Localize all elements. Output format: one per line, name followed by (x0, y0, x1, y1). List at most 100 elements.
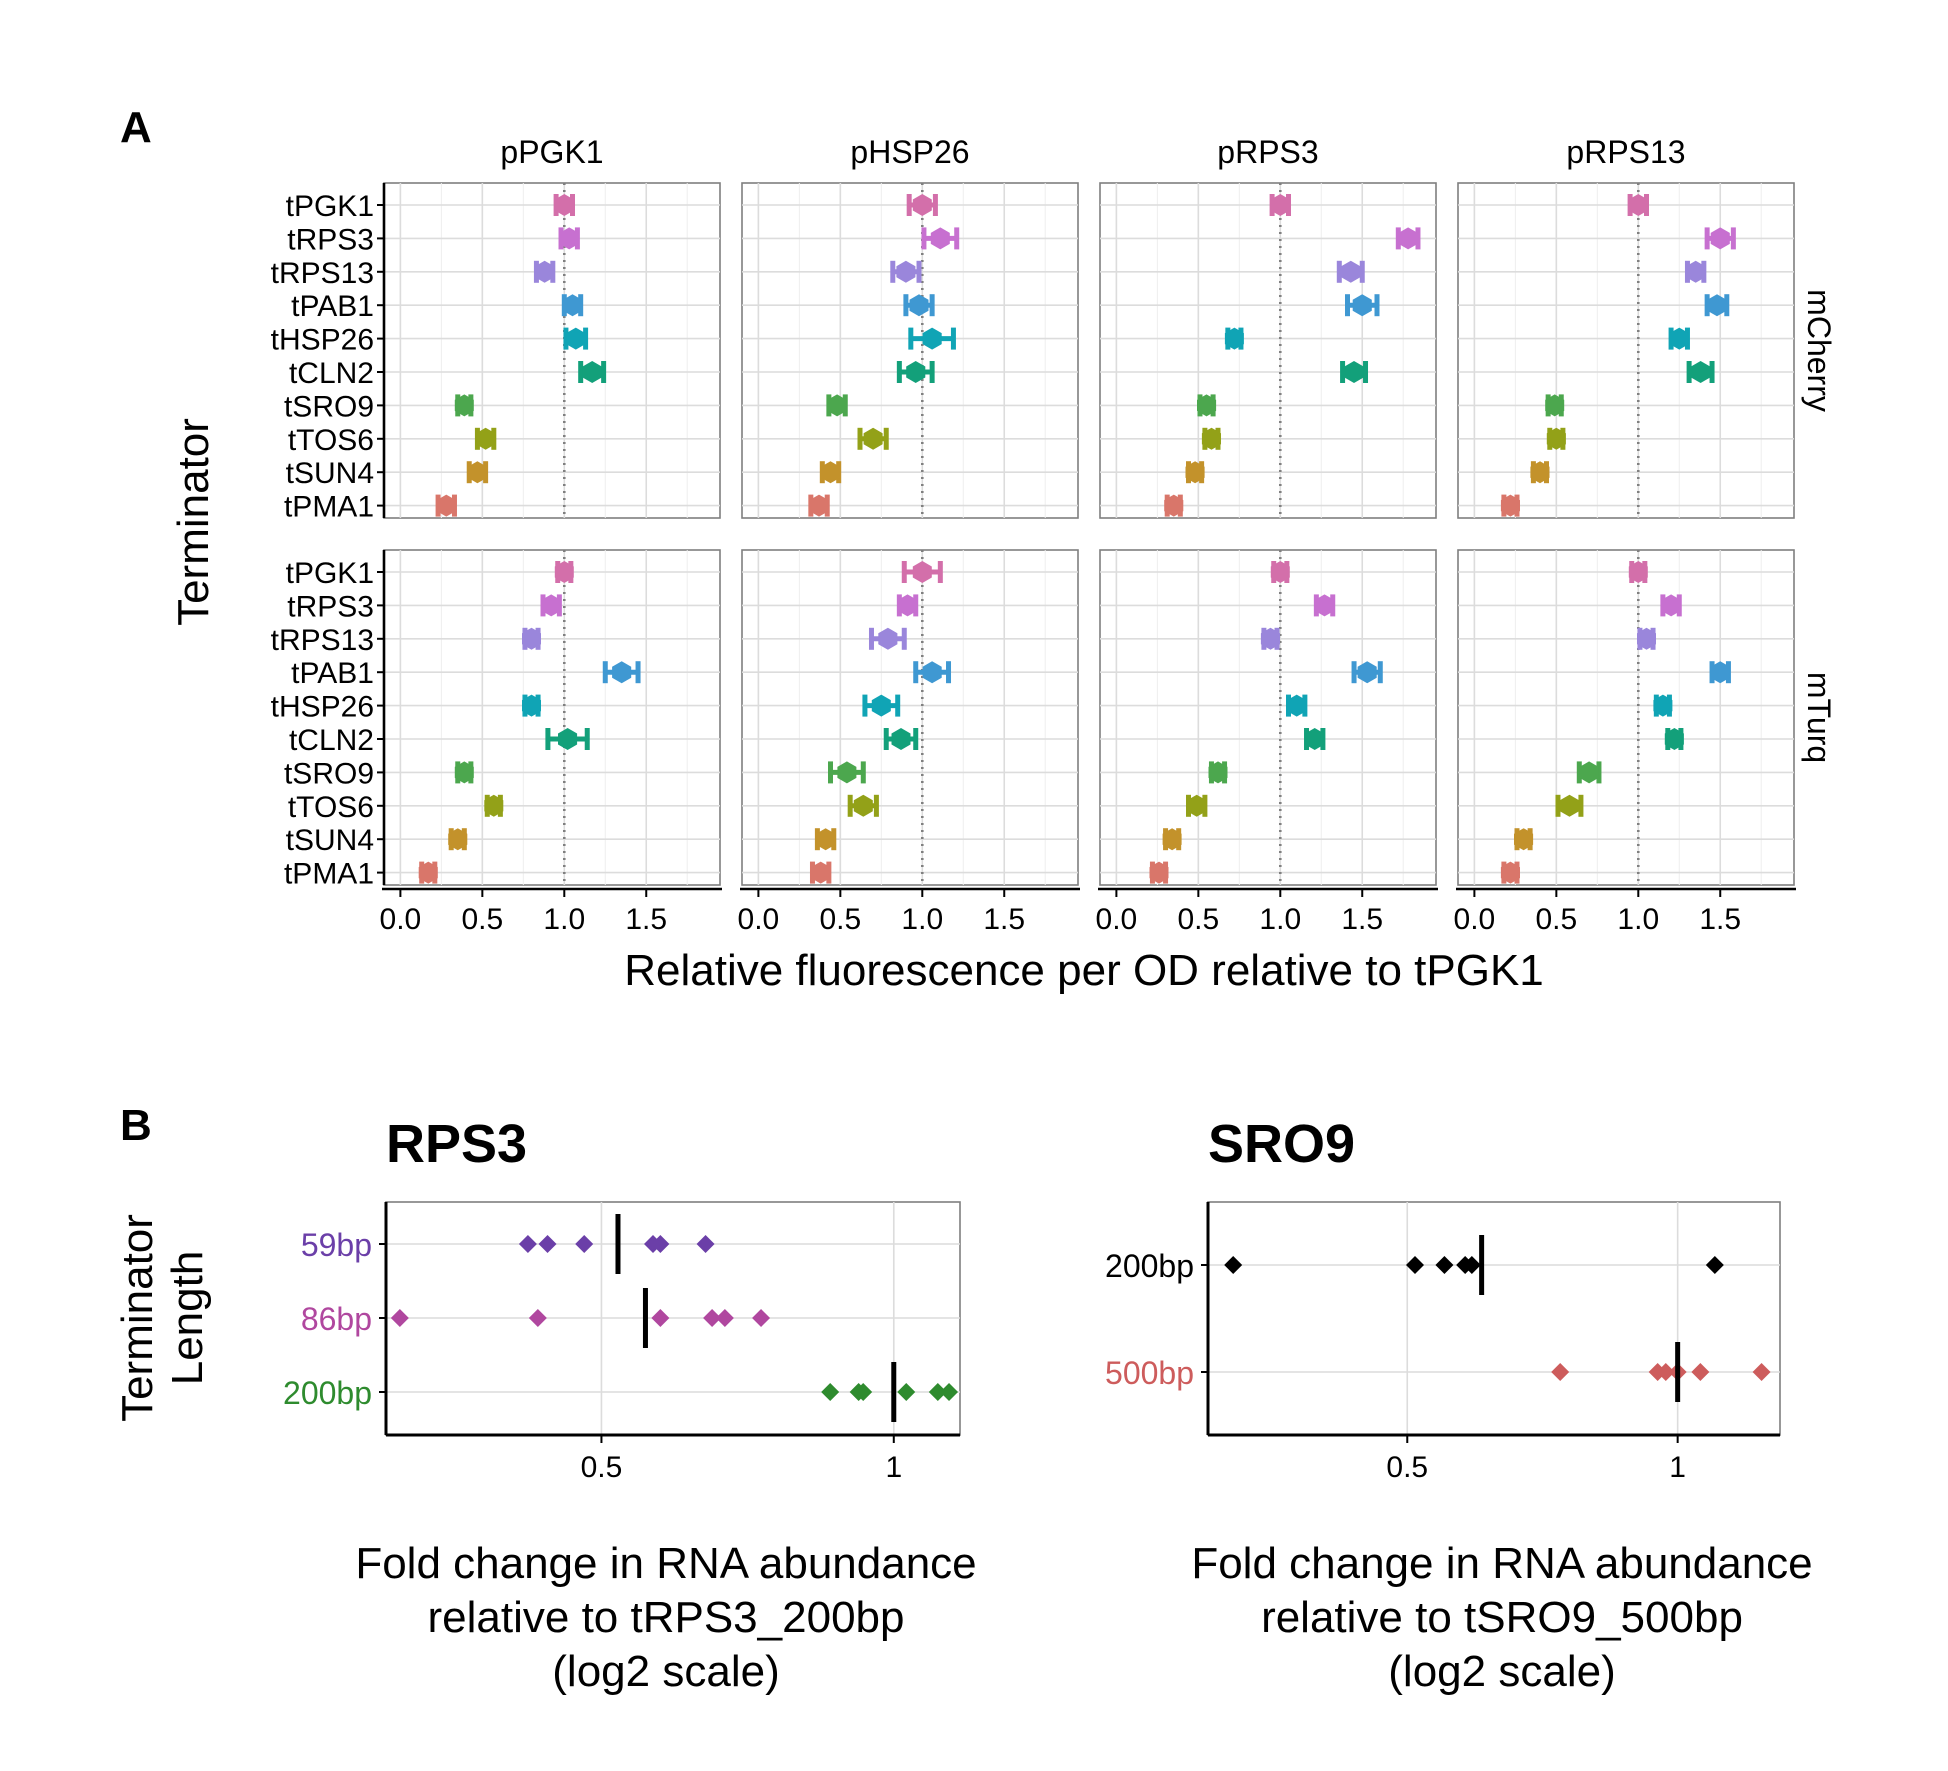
data-point-tTOS6 (863, 427, 883, 450)
data-point-tSRO9 (1197, 394, 1217, 417)
y-tick-label: tCLN2 (289, 724, 374, 757)
data-point-tTOS6 (1559, 794, 1579, 817)
facet-panel-background (1457, 182, 1795, 519)
data-point-tTOS6 (484, 794, 504, 817)
x-tick-label: 1.0 (1259, 903, 1301, 936)
data-point-tCLN2 (1691, 361, 1711, 383)
data-point-tSRO9 (454, 761, 474, 784)
data-point-tPMA1 (1500, 494, 1520, 517)
data-point-tSUN4 (816, 828, 836, 851)
x-tick-label: 0.5 (1177, 903, 1219, 936)
x-tick-label: 0.5 (581, 1451, 623, 1484)
data-point-tPAB1 (909, 294, 929, 317)
panel-a-x-axis-title: Relative fluorescence per OD relative to… (624, 946, 1544, 995)
data-point-tPMA1 (1164, 494, 1184, 517)
data-point-tPGK1 (1270, 194, 1290, 216)
data-point-86bp (651, 1309, 670, 1327)
data-point-tSUN4 (1514, 828, 1534, 851)
data-point-tHSP26 (871, 694, 891, 717)
x-tick-label: 1 (1669, 1451, 1686, 1484)
y-tick-label: tRPS3 (287, 223, 374, 256)
data-point-tPMA1 (436, 494, 456, 517)
data-point-tSRO9 (1208, 761, 1228, 784)
data-point-200bp (854, 1383, 873, 1401)
x-axis-title-line: (log2 scale) (1388, 1647, 1615, 1696)
data-point-tCLN2 (558, 728, 578, 750)
data-point-tRPS13 (1260, 627, 1280, 650)
data-point-tRPS13 (522, 627, 541, 650)
data-point-tTOS6 (853, 794, 873, 817)
facet-row-label: mCherry (1801, 289, 1837, 412)
data-point-86bp (703, 1309, 722, 1327)
x-axis-title-line: relative to tRPS3_200bp (428, 1593, 905, 1642)
x-tick-label: 0.0 (1096, 903, 1138, 936)
data-point-tSUN4 (448, 828, 468, 851)
y-tick-label: 200bp (1105, 1248, 1194, 1284)
data-point-tHSP26 (1224, 327, 1244, 350)
y-tick-label: 200bp (283, 1375, 372, 1411)
data-point-200bp (1462, 1256, 1481, 1274)
facet-row-label: mTurq (1801, 672, 1837, 763)
data-point-tHSP26 (522, 694, 541, 717)
facet-panel-background (741, 182, 1079, 519)
panel-label-b: B (120, 1101, 152, 1150)
data-point-tRPS3 (1661, 594, 1681, 617)
y-tick-label: tPMA1 (284, 858, 374, 891)
data-point-tPMA1 (811, 861, 831, 884)
y-tick-label: tPAB1 (291, 290, 374, 323)
y-tick-label: tSRO9 (284, 757, 374, 790)
data-point-tCLN2 (1344, 361, 1364, 383)
data-point-tSUN4 (467, 461, 487, 484)
data-point-500bp (1752, 1363, 1771, 1381)
data-point-tPAB1 (1357, 661, 1377, 684)
x-tick-label: 0.5 (1386, 1451, 1428, 1484)
facet-panel-background (1099, 549, 1437, 886)
data-point-86bp (528, 1309, 547, 1327)
data-point-tCLN2 (1664, 728, 1684, 750)
data-point-tTOS6 (1546, 427, 1566, 450)
x-tick-label: 0.0 (1454, 903, 1496, 936)
y-tick-label: tSRO9 (284, 390, 374, 423)
data-point-tSRO9 (837, 761, 857, 784)
data-point-tCLN2 (891, 728, 911, 750)
panel-b-sro9-chart: 0.5 1 200bp 500bp SRO9 Fold change in RNA abu… (1105, 1114, 1813, 1696)
data-point-200bp (1705, 1256, 1724, 1274)
data-point-tPMA1 (418, 861, 438, 884)
data-point-tSRO9 (1579, 761, 1599, 784)
y-axis-title-line: Terminator (113, 1214, 162, 1422)
data-point-500bp (1691, 1363, 1710, 1381)
x-tick-label: 1.0 (901, 903, 943, 936)
y-tick-label: tCLN2 (289, 357, 374, 390)
data-point-59bp (575, 1235, 594, 1253)
data-point-tSUN4 (1185, 461, 1205, 484)
x-axis-title-line: (log2 scale) (552, 1647, 779, 1696)
x-tick-label: 1.5 (625, 903, 667, 936)
data-point-tPMA1 (1149, 861, 1169, 884)
data-point-500bp (1551, 1363, 1570, 1381)
x-axis-title-line: Fold change in RNA abundance (355, 1539, 976, 1588)
data-point-tRPS3 (930, 227, 950, 250)
y-tick-label: tPGK1 (286, 190, 374, 223)
x-tick-label: 0.5 (1535, 903, 1577, 936)
data-point-tSUN4 (1162, 828, 1182, 851)
facet-strip-label: pRPS3 (1217, 134, 1318, 170)
plot-background (1207, 1201, 1781, 1436)
data-point-tCLN2 (1305, 728, 1325, 750)
data-point-200bp (940, 1383, 959, 1401)
data-point-200bp (1405, 1256, 1424, 1274)
x-axis-title-line: relative to tSRO9_500bp (1261, 1593, 1743, 1642)
data-point-tRPS13 (1341, 260, 1361, 283)
x-tick-label: 1.5 (1699, 903, 1741, 936)
y-tick-label: tSUN4 (286, 824, 374, 857)
data-point-tPMA1 (809, 494, 829, 517)
data-point-tRPS3 (1710, 227, 1730, 250)
x-tick-label: 1.0 (1617, 903, 1659, 936)
data-point-tPMA1 (1500, 861, 1520, 884)
data-point-tRPS13 (896, 260, 916, 283)
panel-a-y-axis-title: Terminator (169, 418, 218, 626)
facet-panel-background (1457, 549, 1795, 886)
x-tick-label: 1.5 (983, 903, 1025, 936)
facet-strip-label: pHSP26 (850, 134, 969, 170)
data-point-tRPS13 (1686, 260, 1706, 283)
